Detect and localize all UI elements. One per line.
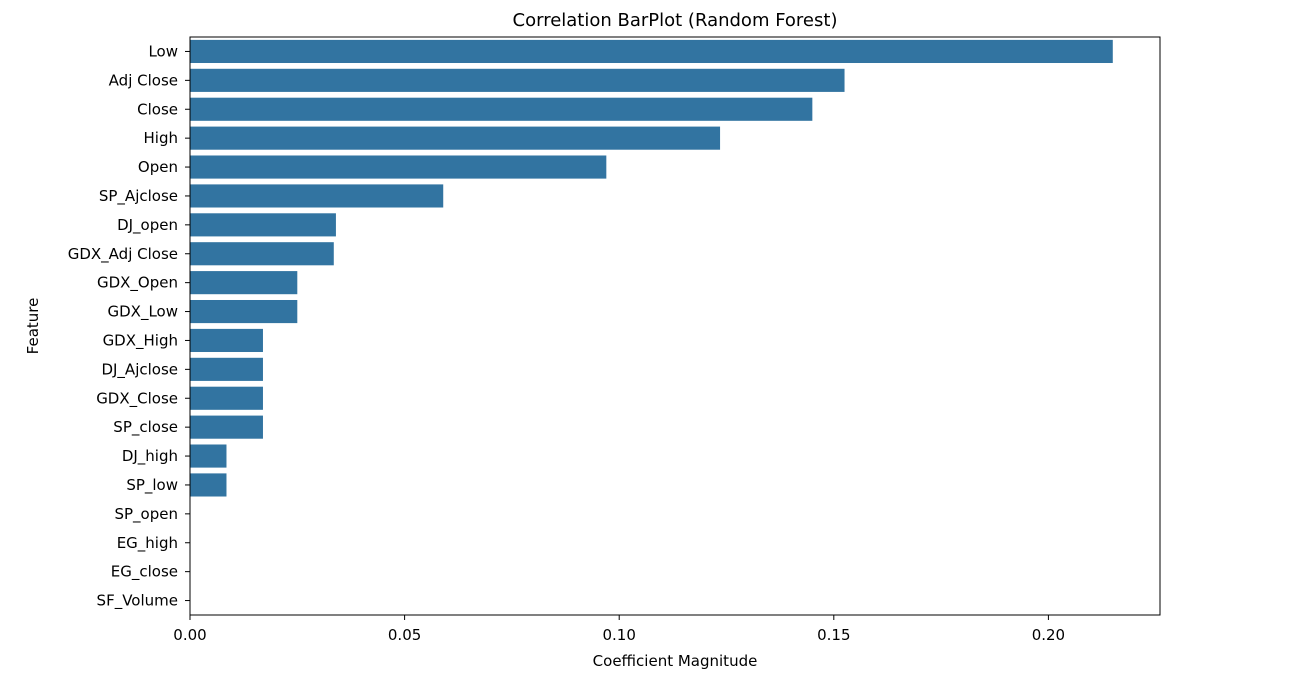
bar-dj-high (190, 444, 227, 468)
y-tick-label: Open (138, 158, 178, 176)
y-tick-label: EG_high (117, 534, 178, 553)
y-tick-label: DJ_open (117, 216, 178, 235)
plot-frame (189, 36, 1161, 616)
y-tick-label: High (144, 129, 178, 147)
bar-high (190, 126, 721, 150)
bar-gdx-high (190, 328, 263, 353)
y-tick-label: EG_close (111, 563, 178, 582)
y-tick-label: GDX_Low (108, 303, 179, 322)
chart-title: Correlation BarPlot (Random Forest) (513, 10, 838, 31)
bar-sp-low (190, 473, 227, 497)
bar-adj-close (190, 68, 845, 92)
bar-gdx-low (190, 299, 298, 324)
y-tick-label: SP_close (113, 418, 178, 437)
y-tick-label: GDX_Close (96, 389, 178, 408)
x-axis-label: Coefficient Magnitude (593, 652, 758, 670)
bar-dj-ajclose (190, 357, 263, 381)
bar-sp-close (190, 415, 263, 439)
y-tick-label: Adj Close (109, 71, 178, 89)
x-tick-label: 0.20 (1032, 626, 1065, 644)
y-tick-label: DJ_high (122, 447, 178, 466)
x-tick-label: 0.05 (388, 626, 421, 644)
x-tick-label: 0.15 (817, 626, 850, 644)
x-tick-label: 0.10 (603, 626, 636, 644)
y-tick-label: DJ_Ajclose (101, 360, 178, 379)
bar-close (190, 97, 813, 121)
y-tick-label: Close (137, 100, 178, 118)
bars-layer (190, 39, 1113, 497)
bar-dj-open (190, 213, 336, 237)
bar-gdx-adj-close (190, 242, 334, 266)
bar-low (190, 39, 1113, 64)
y-axis-ticks: Low Adj Close Close High Open SP_Ajclose DJ_op… (68, 42, 190, 611)
bar-sp-ajclose (190, 184, 444, 208)
bar-gdx-close (190, 386, 263, 410)
y-tick-label: SP_open (114, 505, 178, 524)
y-tick-label: GDX_High (103, 331, 178, 350)
y-tick-label: Low (148, 42, 178, 60)
x-axis-ticks: 0.00 0.05 0.10 0.15 0.20 (173, 615, 1065, 644)
y-axis-label: Feature (24, 298, 42, 355)
bar-open (190, 155, 607, 179)
x-tick-label: 0.00 (173, 626, 206, 644)
y-tick-label: SF_Volume (97, 592, 178, 611)
y-tick-label: SP_low (126, 476, 178, 495)
y-tick-label: SP_Ajclose (99, 187, 178, 206)
y-tick-label: GDX_Open (97, 274, 178, 293)
y-tick-label: GDX_Adj Close (68, 245, 178, 264)
bar-gdx-open (190, 271, 298, 295)
